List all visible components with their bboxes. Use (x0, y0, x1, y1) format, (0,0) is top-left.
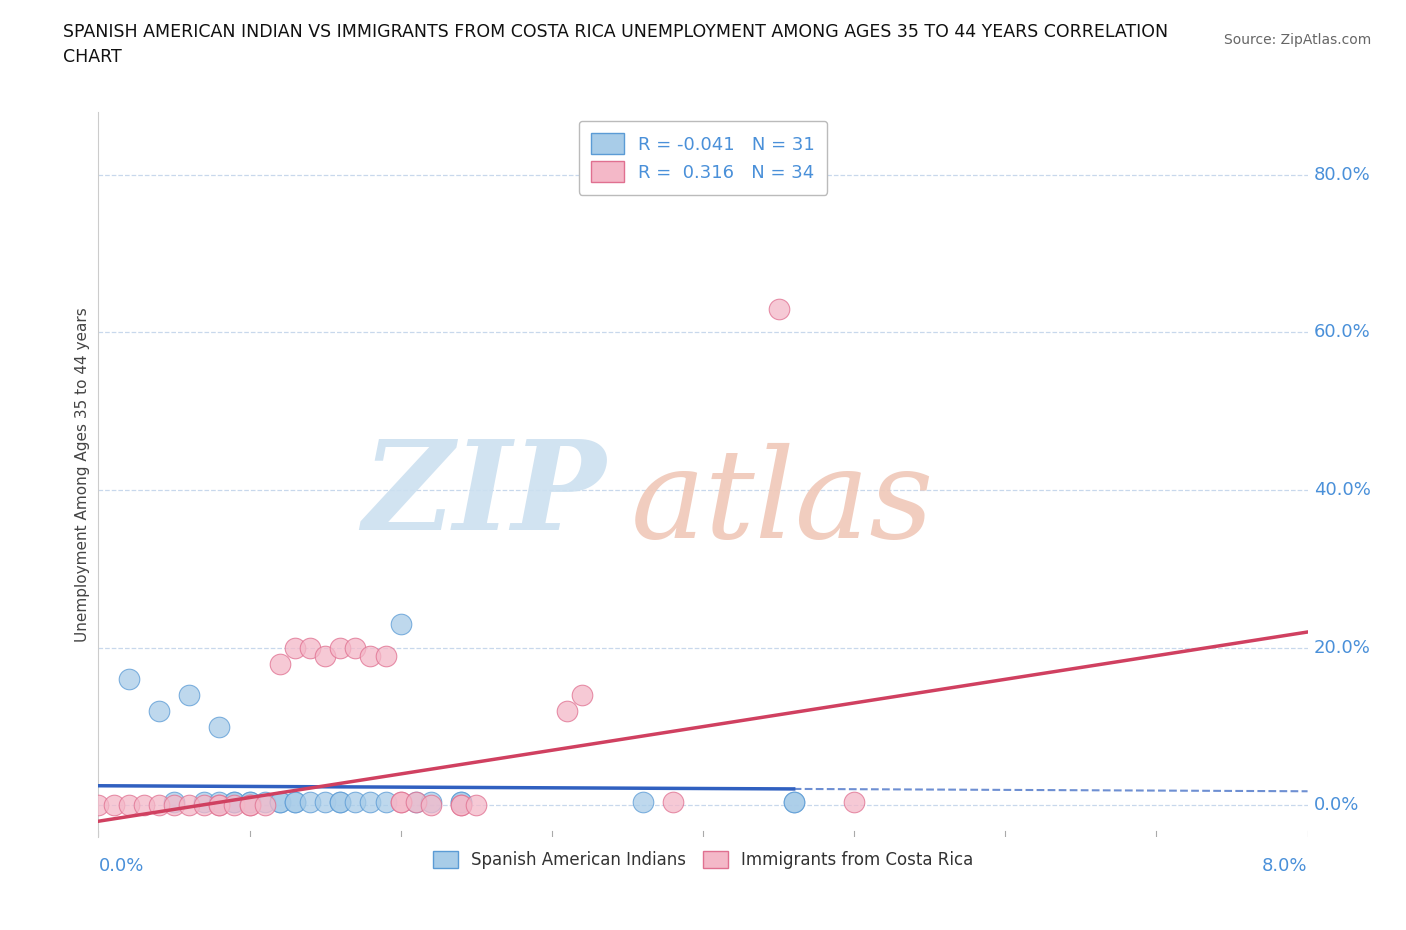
Point (571, 687, 593, 702)
Point (269, 656, 291, 671)
Point (420, 794, 443, 809)
Text: atlas: atlas (630, 443, 934, 565)
Text: 20.0%: 20.0% (1313, 639, 1371, 657)
Point (208, 798, 231, 813)
Point (148, 798, 170, 813)
Text: 40.0%: 40.0% (1313, 481, 1371, 499)
Text: 60.0%: 60.0% (1313, 324, 1371, 341)
Point (163, 798, 186, 813)
Point (661, 794, 683, 809)
Point (344, 794, 367, 809)
Point (299, 794, 322, 809)
Point (269, 794, 291, 809)
Point (224, 794, 246, 809)
Text: 80.0%: 80.0% (1313, 166, 1371, 184)
Point (329, 794, 352, 809)
Text: 8.0%: 8.0% (1263, 857, 1308, 875)
Point (555, 703, 578, 718)
Point (329, 794, 352, 809)
Point (329, 641, 352, 656)
Point (450, 794, 472, 809)
Point (314, 794, 336, 809)
Point (253, 798, 276, 813)
Point (768, 301, 790, 316)
Point (360, 648, 382, 663)
Point (239, 794, 262, 809)
Point (208, 798, 231, 813)
Point (253, 794, 276, 809)
Point (389, 617, 412, 631)
Point (239, 794, 262, 809)
Point (405, 794, 427, 809)
Point (179, 798, 201, 813)
Point (299, 641, 322, 656)
Point (389, 794, 412, 809)
Text: ZIP: ZIP (363, 435, 606, 557)
Point (344, 641, 367, 656)
Point (269, 794, 291, 809)
Point (224, 798, 246, 813)
Point (87, 798, 110, 813)
Point (208, 794, 231, 809)
Point (389, 794, 412, 809)
Point (360, 794, 382, 809)
Point (783, 794, 806, 809)
Text: SPANISH AMERICAN INDIAN VS IMMIGRANTS FROM COSTA RICA UNEMPLOYMENT AMONG AGES 35: SPANISH AMERICAN INDIAN VS IMMIGRANTS FR… (63, 23, 1168, 41)
Point (132, 798, 155, 813)
Point (450, 798, 472, 813)
Point (118, 671, 141, 686)
Point (783, 794, 806, 809)
Point (179, 687, 201, 702)
Point (631, 794, 654, 809)
Point (193, 798, 215, 813)
Point (148, 703, 170, 718)
Legend: R = -0.041   N = 31, R =  0.316   N = 34: R = -0.041 N = 31, R = 0.316 N = 34 (578, 121, 828, 195)
Point (193, 794, 215, 809)
Point (284, 794, 307, 809)
Point (224, 794, 246, 809)
Point (314, 648, 336, 663)
Point (844, 794, 866, 809)
Point (103, 798, 125, 813)
Point (208, 719, 231, 734)
Point (420, 798, 443, 813)
Point (374, 648, 396, 663)
Text: Source: ZipAtlas.com: Source: ZipAtlas.com (1223, 33, 1371, 46)
Point (239, 798, 262, 813)
Text: 0.0%: 0.0% (1313, 796, 1360, 815)
Text: 0.0%: 0.0% (98, 857, 143, 875)
Point (163, 794, 186, 809)
Point (239, 798, 262, 813)
Point (450, 794, 472, 809)
Y-axis label: Unemployment Among Ages 35 to 44 years: Unemployment Among Ages 35 to 44 years (75, 307, 90, 642)
Text: CHART: CHART (63, 48, 122, 66)
Point (465, 798, 488, 813)
Point (374, 794, 396, 809)
Point (284, 794, 307, 809)
Point (405, 794, 427, 809)
Point (450, 798, 472, 813)
Point (118, 798, 141, 813)
Point (284, 641, 307, 656)
